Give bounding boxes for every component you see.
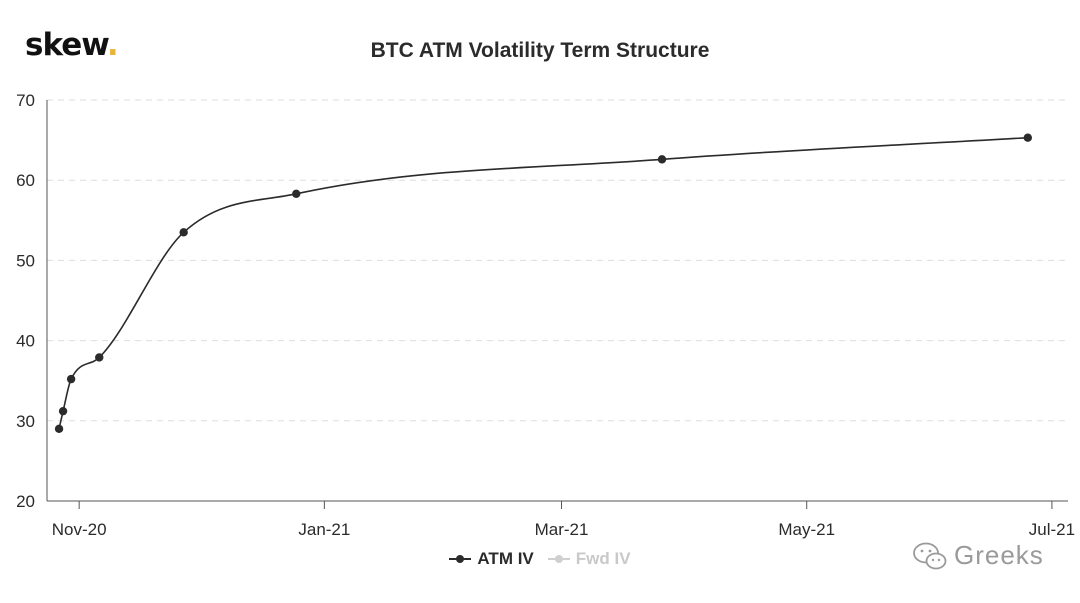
data-points bbox=[54, 133, 1033, 434]
data-point[interactable] bbox=[66, 374, 76, 384]
y-tick-label: 60 bbox=[16, 171, 35, 190]
x-tick-labels: Nov-20 Jan-21 Mar-21 May-21 Jul-21 bbox=[52, 520, 1075, 539]
legend-label-fwd-iv: Fwd IV bbox=[575, 549, 631, 568]
x-tick-label: May-21 bbox=[778, 520, 835, 539]
data-point[interactable] bbox=[58, 406, 68, 416]
chart-title: BTC ATM Volatility Term Structure bbox=[370, 39, 710, 62]
grid-lines bbox=[47, 99, 1068, 422]
logo-dot: . bbox=[106, 27, 119, 63]
data-point[interactable] bbox=[95, 353, 104, 362]
data-point[interactable] bbox=[292, 189, 301, 199]
y-tick-label: 40 bbox=[16, 332, 35, 351]
x-tick-label: Nov-20 bbox=[52, 520, 107, 539]
series-lines bbox=[58, 136, 1028, 429]
data-point[interactable] bbox=[179, 228, 188, 237]
data-point[interactable] bbox=[1023, 133, 1033, 142]
y-tick-label: 20 bbox=[16, 492, 35, 511]
series-line-atm-iv bbox=[58, 136, 1028, 429]
logo-text: skew bbox=[25, 27, 108, 63]
data-point[interactable] bbox=[54, 424, 64, 434]
y-tick-label: 50 bbox=[16, 251, 35, 270]
y-tick-labels: 20 30 40 50 60 70 bbox=[16, 91, 35, 511]
legend-marker-icon bbox=[449, 553, 472, 565]
y-tick-label: 70 bbox=[16, 91, 35, 110]
legend-label-atm-iv: ATM IV bbox=[477, 549, 534, 568]
x-tick-label: Jan-21 bbox=[298, 520, 350, 539]
watermark-text: Greeks bbox=[954, 540, 1044, 570]
axes bbox=[46, 100, 1068, 509]
watermark: Greeks bbox=[912, 540, 1044, 571]
wechat-icon bbox=[913, 542, 947, 569]
x-tick-label: Jul-21 bbox=[1029, 520, 1075, 539]
legend: ATM IV Fwd IV bbox=[0, 549, 1080, 569]
data-point[interactable] bbox=[657, 155, 667, 164]
skew-logo: skew. bbox=[25, 27, 119, 63]
x-tick-label: Mar-21 bbox=[535, 520, 589, 539]
legend-marker-icon bbox=[547, 553, 570, 565]
y-tick-label: 30 bbox=[16, 412, 35, 431]
legend-item-fwd-iv[interactable]: Fwd IV bbox=[547, 549, 631, 569]
legend-item-atm-iv[interactable]: ATM IV bbox=[449, 549, 534, 569]
